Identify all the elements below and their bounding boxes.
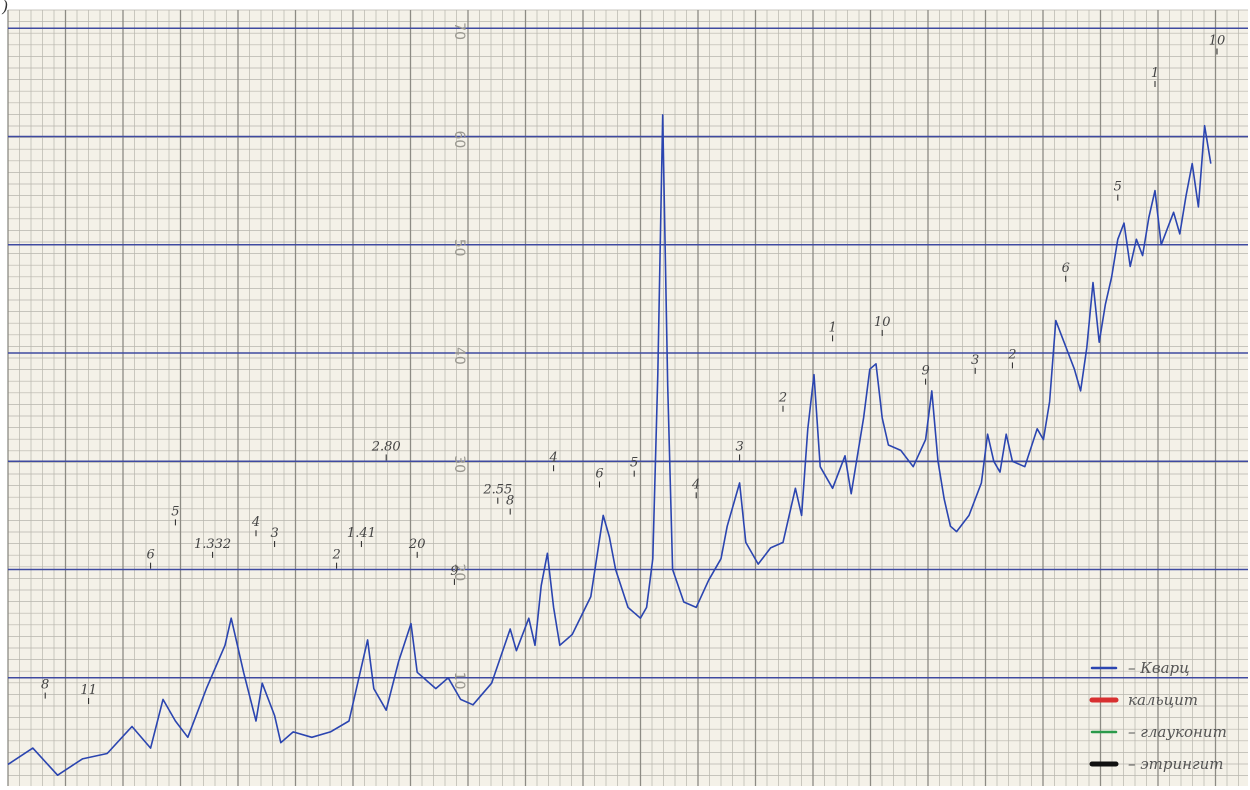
peak-label: 5 xyxy=(630,456,638,471)
peak-label: 6 xyxy=(1062,261,1070,276)
peak-label: 2 xyxy=(778,391,787,406)
peak-label: 10 xyxy=(874,315,891,330)
peak-label: 1 xyxy=(828,320,836,335)
graph-paper xyxy=(8,10,1248,786)
peak-label: 6 xyxy=(146,548,154,563)
peak-label: 5 xyxy=(171,504,179,519)
peak-label: 4 xyxy=(548,450,557,465)
series-layer xyxy=(7,114,1212,776)
peak-label: 3 xyxy=(270,526,278,541)
peak-label: 3 xyxy=(735,439,743,454)
legend-label: кальцит xyxy=(1128,691,1198,709)
y-tick-label: 40 xyxy=(451,347,467,365)
y-tick-label: 30 xyxy=(451,455,467,473)
y-tick-labels: 10 20 30 40 50 60 70 xyxy=(451,22,467,689)
minor-grid xyxy=(7,9,1248,786)
peak-label: 2 xyxy=(1007,347,1016,362)
legend-label: – глауконит xyxy=(1128,723,1227,741)
peak-label: 10 xyxy=(1209,33,1226,48)
legend-label: – Кварц xyxy=(1128,659,1190,677)
peak-label: 20 xyxy=(408,537,426,552)
peak-label: 1.41 xyxy=(347,526,376,541)
series-line xyxy=(7,114,1212,776)
peak-label: 1 xyxy=(1151,66,1159,81)
y-tick-label: 10 xyxy=(451,672,467,690)
peak-label: 2 xyxy=(331,548,340,563)
y-tick-label: 60 xyxy=(451,131,467,149)
peak-label: 8 xyxy=(41,678,49,693)
y-tick-label: 70 xyxy=(451,22,467,40)
peak-label: 11 xyxy=(80,683,97,698)
y-tick-label: 50 xyxy=(451,239,467,257)
legend: – Кварц кальцит – глауконит – этрингит xyxy=(1089,659,1227,773)
peak-label: 4 xyxy=(691,477,700,492)
peak-label: 4 xyxy=(251,515,260,530)
peak-label: 2.55 xyxy=(482,483,512,498)
peak-label: 9 xyxy=(921,364,929,379)
peak-label: 1.332 xyxy=(194,537,231,552)
peak-label: 6 xyxy=(595,466,603,481)
legend-label: – этрингит xyxy=(1128,755,1224,773)
major-grid xyxy=(7,10,1248,786)
peak-label: 3 xyxy=(971,353,979,368)
peak-label: 8 xyxy=(506,494,514,509)
peak-label: 2.80 xyxy=(371,439,401,454)
corner-mark: ) xyxy=(1,0,8,16)
peak-label: 9 xyxy=(450,564,458,579)
peak-label: 5 xyxy=(1114,180,1122,195)
y-tick-label: 20 xyxy=(451,564,467,582)
